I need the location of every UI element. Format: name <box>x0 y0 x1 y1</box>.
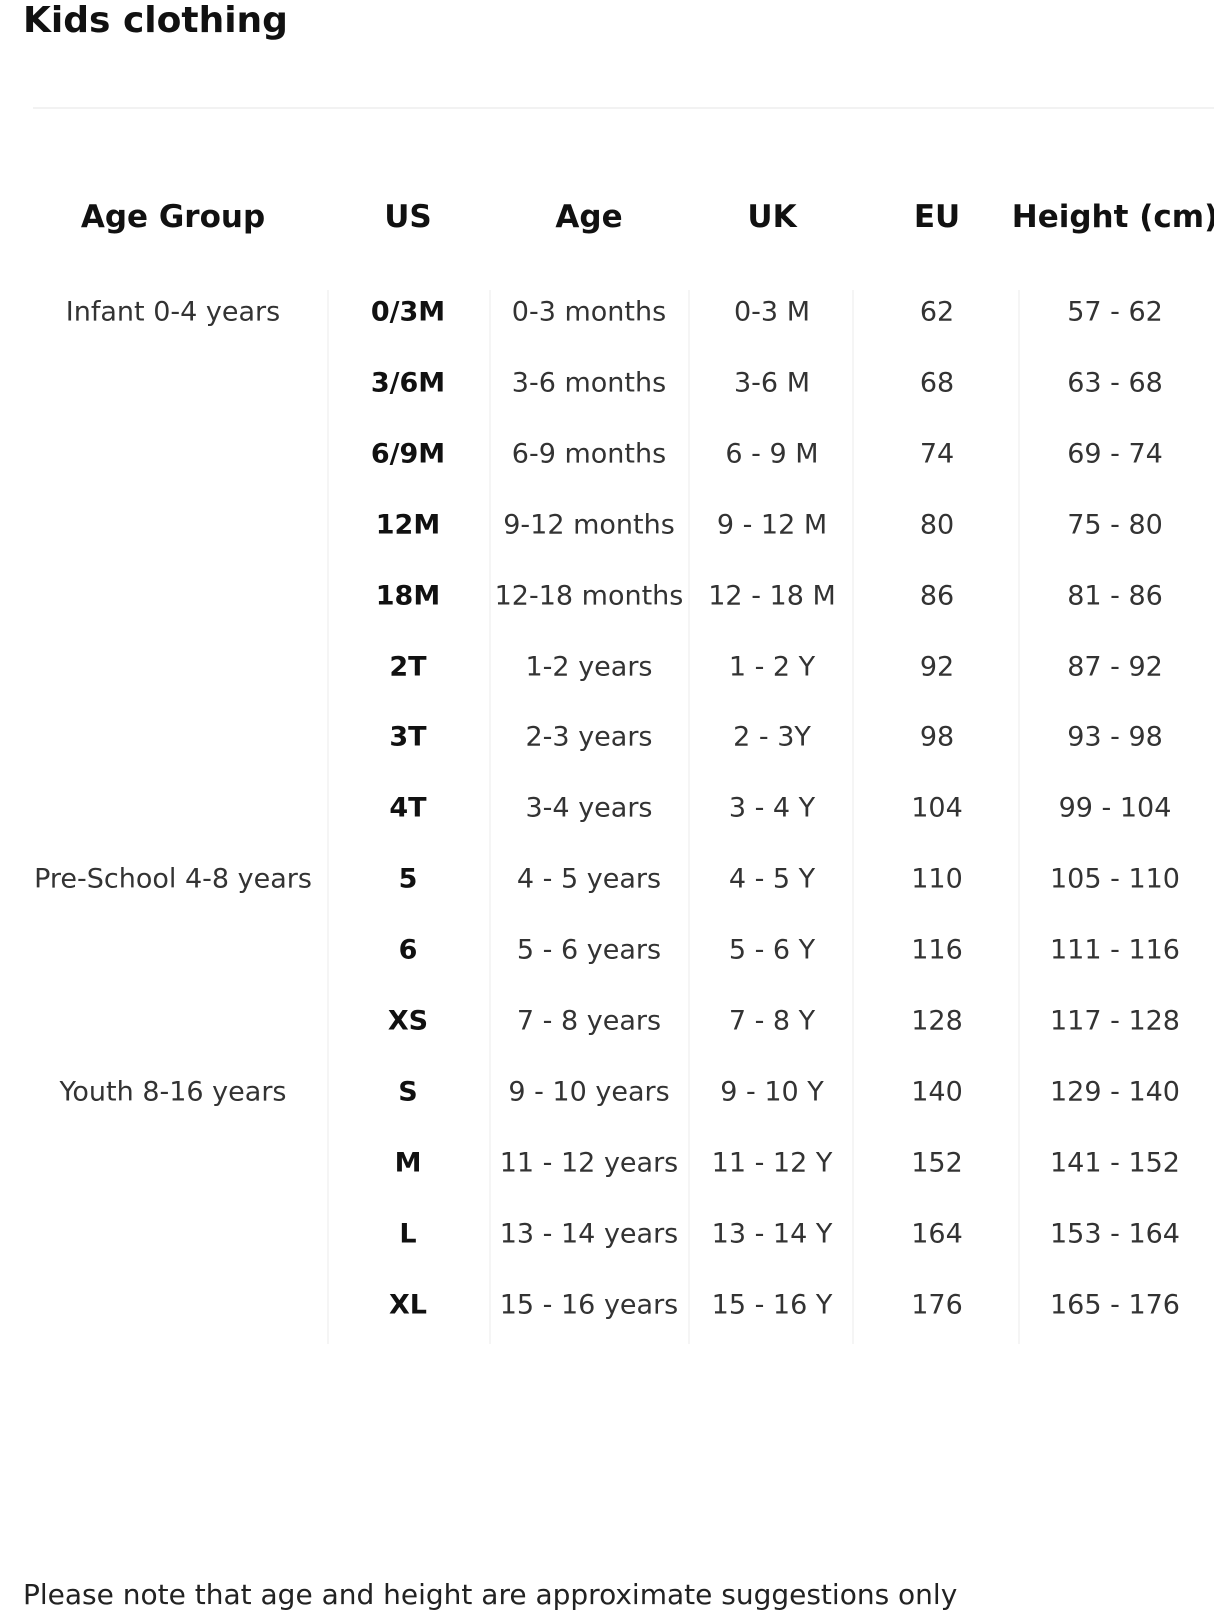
cell-height: 81 - 86 <box>1067 580 1163 612</box>
column-separator <box>327 290 329 1344</box>
cell-age: 3-4 years <box>525 792 653 824</box>
page-title: Kids clothing <box>23 0 288 41</box>
cell-height: 105 - 110 <box>1050 863 1180 895</box>
cell-eu: 116 <box>911 934 963 966</box>
cell-age-group: Infant 0-4 years <box>65 296 281 328</box>
cell-age: 12-18 months <box>494 580 684 612</box>
cell-uk: 6 - 9 M <box>725 438 819 470</box>
cell-eu: 152 <box>911 1147 963 1179</box>
cell-uk: 15 - 16 Y <box>711 1289 833 1321</box>
cell-eu: 140 <box>911 1076 963 1108</box>
cell-us: 0/3M <box>370 296 446 328</box>
cell-age: 15 - 16 years <box>499 1289 679 1321</box>
cell-age: 1-2 years <box>525 651 653 682</box>
cell-eu: 164 <box>911 1218 963 1250</box>
cell-height: 99 - 104 <box>1058 792 1172 824</box>
cell-eu: 62 <box>919 296 955 328</box>
cell-uk: 11 - 12 Y <box>711 1147 833 1179</box>
column-separator <box>489 290 491 1344</box>
cell-height: 153 - 164 <box>1050 1218 1180 1250</box>
cell-us: M <box>394 1147 422 1179</box>
cell-uk: 4 - 5 Y <box>728 863 816 895</box>
cell-height: 87 - 92 <box>1067 651 1163 682</box>
cell-age: 9-12 months <box>503 509 675 541</box>
cell-age: 3-6 months <box>511 367 667 399</box>
cell-eu: 92 <box>919 651 955 682</box>
column-separator <box>1018 290 1020 1344</box>
cell-eu: 104 <box>911 792 963 824</box>
cell-uk: 3-6 M <box>734 367 810 399</box>
cell-age: 6-9 months <box>511 438 667 470</box>
cell-eu: 68 <box>919 367 955 399</box>
footnote: Please note that age and height are appr… <box>23 1578 958 1611</box>
cell-us: XS <box>387 1005 429 1037</box>
cell-age: 2-3 years <box>525 721 653 753</box>
cell-height: 117 - 128 <box>1050 1005 1180 1037</box>
cell-eu: 110 <box>911 863 963 895</box>
cell-us: 12M <box>375 509 441 541</box>
cell-age-group: Pre-School 4-8 years <box>34 863 312 895</box>
cell-eu: 86 <box>919 580 955 612</box>
cell-height: 111 - 116 <box>1050 934 1180 966</box>
column-header: UK <box>747 199 797 235</box>
cell-uk: 9 - 12 M <box>716 509 828 541</box>
cell-uk: 0-3 M <box>734 296 810 328</box>
cell-age: 0-3 months <box>511 296 667 328</box>
cell-us: 5 <box>398 863 418 895</box>
cell-us: L <box>399 1218 417 1250</box>
cell-height: 63 - 68 <box>1067 367 1163 399</box>
cell-uk: 13 - 14 Y <box>711 1218 833 1250</box>
column-header: US <box>384 199 432 235</box>
cell-us: 6/9M <box>370 438 446 470</box>
column-separator <box>688 290 690 1344</box>
column-header: Height (cm) <box>1011 199 1214 235</box>
cell-us: S <box>398 1076 418 1108</box>
cell-us: 3T <box>389 721 427 753</box>
cell-height: 141 - 152 <box>1050 1147 1180 1179</box>
cell-height: 69 - 74 <box>1067 438 1163 470</box>
cell-height: 93 - 98 <box>1067 721 1163 753</box>
column-header: EU <box>913 199 961 235</box>
cell-age: 13 - 14 years <box>499 1218 679 1250</box>
cell-us: XL <box>388 1289 428 1321</box>
cell-uk: 7 - 8 Y <box>728 1005 816 1037</box>
cell-age-group: Youth 8-16 years <box>59 1076 287 1108</box>
cell-eu: 128 <box>911 1005 963 1037</box>
cell-height: 57 - 62 <box>1067 296 1163 328</box>
cell-uk: 12 - 18 M <box>708 580 836 612</box>
cell-eu: 80 <box>919 509 955 541</box>
cell-age: 7 - 8 years <box>516 1005 662 1037</box>
column-separator <box>852 290 854 1344</box>
cell-uk: 3 - 4 Y <box>728 792 816 824</box>
divider <box>33 107 1214 109</box>
cell-us: 3/6M <box>370 367 446 399</box>
column-header: Age <box>555 199 623 235</box>
cell-us: 4T <box>389 792 427 824</box>
cell-age: 4 - 5 years <box>516 863 662 895</box>
cell-eu: 74 <box>919 438 955 470</box>
column-header: Age Group <box>80 199 266 235</box>
cell-us: 2T <box>389 651 427 682</box>
cell-age: 9 - 10 years <box>508 1076 670 1108</box>
cell-us: 18M <box>375 580 441 612</box>
cell-uk: 2 - 3Y <box>733 721 811 753</box>
cell-height: 75 - 80 <box>1067 509 1163 541</box>
cell-uk: 1 - 2 Y <box>728 651 816 682</box>
cell-height: 129 - 140 <box>1050 1076 1180 1108</box>
cell-uk: 9 - 10 Y <box>720 1076 824 1108</box>
cell-eu: 98 <box>919 721 955 753</box>
cell-height: 165 - 176 <box>1050 1289 1180 1321</box>
cell-age: 5 - 6 years <box>516 934 662 966</box>
cell-age: 11 - 12 years <box>499 1147 679 1179</box>
cell-uk: 5 - 6 Y <box>728 934 816 966</box>
cell-eu: 176 <box>911 1289 963 1321</box>
cell-us: 6 <box>398 934 418 966</box>
